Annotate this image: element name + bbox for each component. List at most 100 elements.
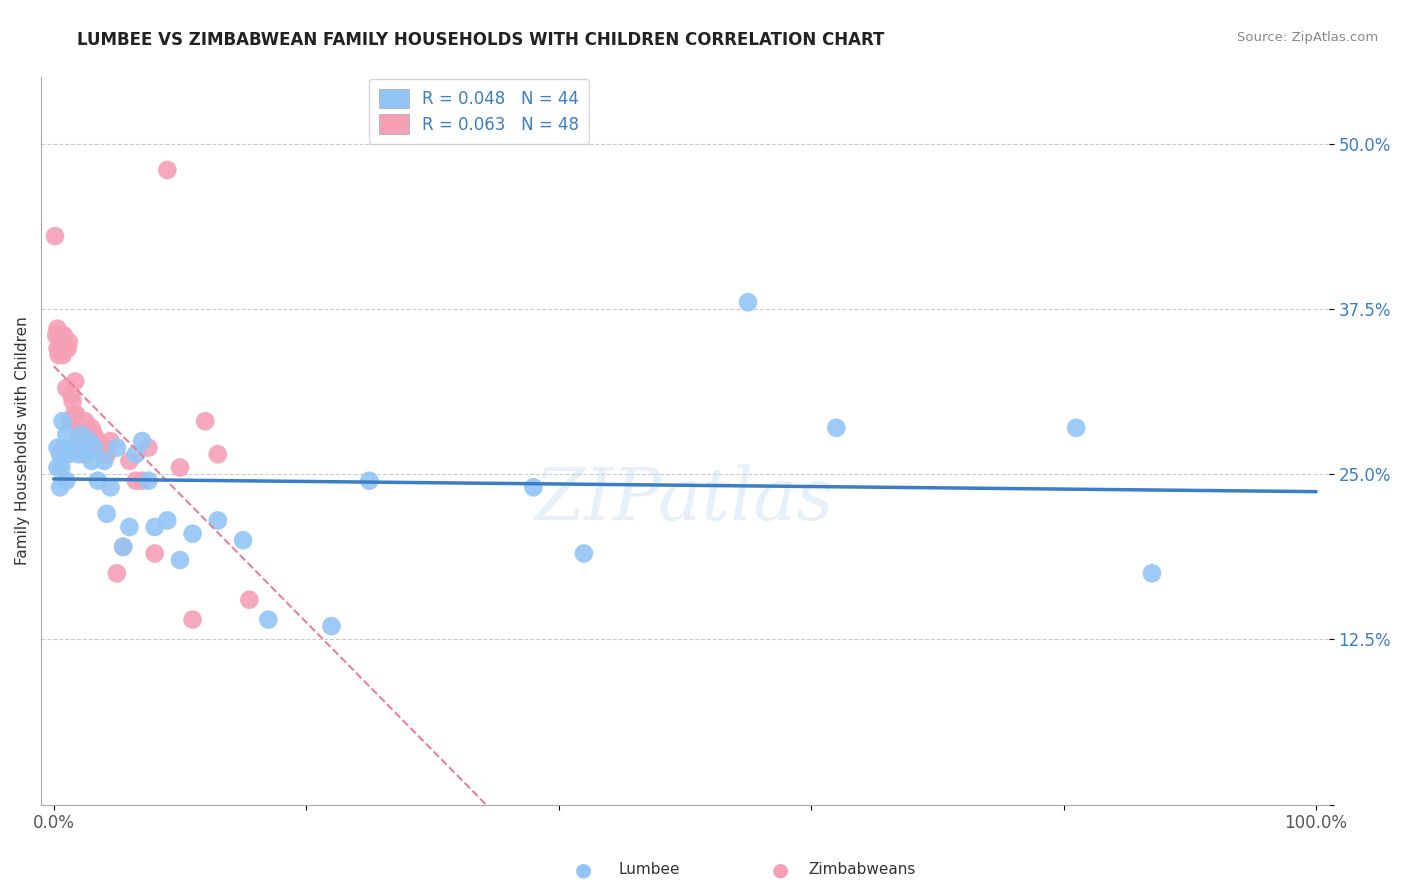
Point	[52, 334, 75, 349]
Text: LUMBEE VS ZIMBABWEAN FAMILY HOUSEHOLDS WITH CHILDREN CORRELATION CHART: LUMBEE VS ZIMBABWEAN FAMILY HOUSEHOLDS W…	[77, 31, 884, 49]
Point	[80, 454, 103, 468]
Point	[169, 553, 191, 567]
Point	[232, 533, 254, 548]
Point	[238, 592, 260, 607]
Point	[572, 546, 595, 560]
Point	[105, 441, 128, 455]
Point	[181, 613, 204, 627]
Point	[56, 342, 79, 356]
Point	[96, 507, 118, 521]
Text: Lumbee: Lumbee	[619, 863, 681, 877]
Point	[44, 229, 66, 244]
Point	[52, 328, 75, 343]
Point	[51, 342, 73, 356]
Point	[181, 526, 204, 541]
Point	[105, 566, 128, 581]
Point	[58, 334, 80, 349]
Point	[125, 474, 148, 488]
Point	[1064, 421, 1087, 435]
Point	[59, 414, 82, 428]
Point	[156, 163, 179, 178]
Point	[46, 321, 69, 335]
Point	[69, 421, 91, 435]
Point	[55, 427, 77, 442]
Point	[359, 474, 381, 488]
Point	[46, 441, 69, 455]
Point	[143, 520, 166, 534]
Point	[49, 447, 72, 461]
Point	[60, 388, 83, 402]
Point	[207, 447, 229, 461]
Point	[45, 328, 67, 343]
Point	[48, 348, 70, 362]
Point	[1140, 566, 1163, 581]
Point	[51, 328, 73, 343]
Point	[63, 375, 86, 389]
Point	[70, 421, 93, 435]
Point	[67, 447, 90, 461]
Point	[194, 414, 217, 428]
Point	[83, 441, 105, 455]
Text: ZIPatlas: ZIPatlas	[536, 464, 835, 534]
Point	[118, 454, 141, 468]
Point	[207, 513, 229, 527]
Point	[67, 427, 90, 442]
Point	[138, 474, 160, 488]
Point	[138, 441, 160, 455]
Point	[100, 480, 122, 494]
Point	[65, 441, 87, 455]
Point	[83, 427, 105, 442]
Point	[52, 414, 75, 428]
Point	[118, 520, 141, 534]
Point	[52, 441, 75, 455]
Legend: R = 0.048   N = 44, R = 0.063   N = 48: R = 0.048 N = 44, R = 0.063 N = 48	[368, 78, 589, 144]
Point	[55, 381, 77, 395]
Point	[87, 474, 110, 488]
Text: Source: ZipAtlas.com: Source: ZipAtlas.com	[1237, 31, 1378, 45]
Y-axis label: Family Households with Children: Family Households with Children	[15, 317, 30, 566]
Point	[51, 460, 73, 475]
Point	[169, 460, 191, 475]
Point	[825, 421, 848, 435]
Point	[321, 619, 343, 633]
Point	[522, 480, 544, 494]
Point	[46, 460, 69, 475]
Point	[46, 342, 69, 356]
Point	[75, 414, 97, 428]
Point	[100, 434, 122, 448]
Point	[52, 348, 75, 362]
Point	[70, 427, 93, 442]
Point	[53, 342, 76, 356]
Point	[131, 434, 153, 448]
Point	[49, 328, 72, 343]
Point	[737, 295, 759, 310]
Point	[65, 408, 87, 422]
Point	[80, 421, 103, 435]
Point	[75, 447, 97, 461]
Point	[62, 441, 84, 455]
Point	[156, 513, 179, 527]
Point	[63, 408, 86, 422]
Point	[112, 540, 135, 554]
Point	[90, 441, 112, 455]
Point	[53, 447, 76, 461]
Point	[58, 447, 80, 461]
Point	[96, 447, 118, 461]
Point	[55, 474, 77, 488]
Point	[49, 480, 72, 494]
Point	[93, 447, 115, 461]
Point	[125, 447, 148, 461]
Point	[77, 434, 100, 448]
Text: ●: ●	[575, 860, 592, 880]
Point	[112, 540, 135, 554]
Point	[143, 546, 166, 560]
Point	[62, 394, 84, 409]
Text: ●: ●	[772, 860, 789, 880]
Point	[77, 434, 100, 448]
Point	[93, 454, 115, 468]
Point	[49, 342, 72, 356]
Point	[87, 434, 110, 448]
Text: Zimbabweans: Zimbabweans	[808, 863, 915, 877]
Point	[131, 474, 153, 488]
Point	[257, 613, 280, 627]
